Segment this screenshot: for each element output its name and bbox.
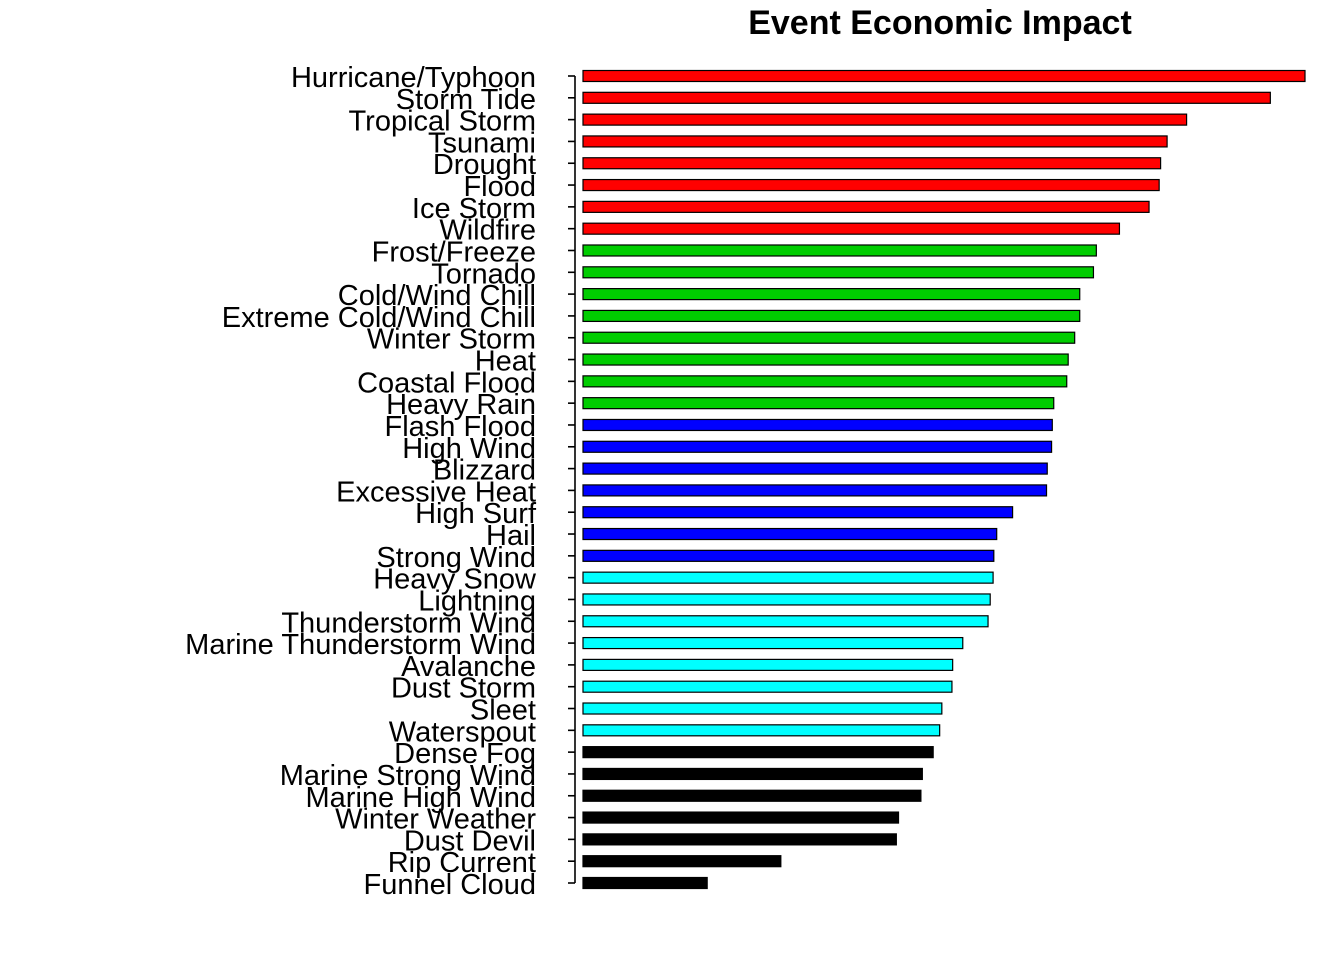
category-label: Avalanche [401, 651, 536, 683]
category-label: Heavy Rain [386, 389, 536, 421]
category-label: Drought [433, 149, 536, 181]
bar [582, 309, 1081, 323]
category-label: High Surf [415, 498, 537, 530]
bar [582, 571, 994, 584]
category-label: Extreme Cold/Wind Chill [222, 302, 536, 334]
bar [582, 200, 1150, 213]
y-axis [568, 75, 576, 884]
chart-title: Event Economic Impact [748, 4, 1132, 42]
category-label: Marine High Wind [306, 782, 536, 814]
bar [582, 636, 964, 650]
category-label: Storm Tide [396, 84, 536, 116]
bar [582, 506, 1014, 519]
bar [582, 724, 941, 737]
category-label: Dense Fog [394, 738, 536, 770]
bar [582, 484, 1048, 497]
category-label: Tropical Storm [349, 106, 536, 138]
bar [582, 462, 1048, 475]
bars [582, 69, 1306, 890]
bar [582, 266, 1095, 279]
bar [582, 833, 897, 846]
bar [582, 593, 991, 606]
bar [582, 353, 1069, 366]
category-label: Heavy Snow [373, 564, 537, 596]
bar [582, 658, 954, 671]
category-label: Funnel Cloud [364, 869, 537, 901]
bar [582, 288, 1081, 301]
category-label: Hurricane/Typhoon [291, 62, 536, 94]
bar [582, 113, 1188, 126]
category-label: Marine Thunderstorm Wind [185, 629, 536, 661]
category-label: Tornado [431, 258, 536, 290]
bar [582, 767, 923, 781]
category-label: Flash Flood [384, 411, 536, 443]
category-label: Frost/Freeze [372, 236, 536, 268]
category-label: Heat [475, 346, 536, 378]
bar [582, 680, 953, 693]
category-label: Flood [463, 171, 536, 203]
category-label: Waterspout [389, 716, 536, 748]
category-label: Sleet [470, 695, 536, 727]
bar [582, 331, 1076, 344]
category-label: High Wind [402, 433, 536, 465]
bar [582, 811, 900, 824]
bar [582, 855, 782, 868]
bar [582, 397, 1055, 410]
category-label: Tsunami [428, 127, 536, 159]
bar [582, 789, 922, 802]
bar [582, 178, 1160, 192]
category-label: Winter Storm [367, 324, 536, 356]
category-label: Hail [486, 520, 536, 552]
category-label: Winter Weather [335, 804, 536, 836]
bar [582, 222, 1121, 235]
category-label: Coastal Flood [357, 367, 536, 399]
category-label: Dust Devil [404, 825, 536, 857]
category-label: Wildfire [439, 215, 536, 247]
bar [582, 746, 934, 759]
bar [582, 375, 1068, 388]
bar [582, 91, 1271, 104]
category-label: Lightning [418, 585, 536, 617]
bar [582, 876, 708, 890]
category-label: Cold/Wind Chill [338, 280, 536, 312]
bar [582, 157, 1162, 170]
category-label: Blizzard [433, 455, 536, 487]
bar [582, 440, 1053, 453]
bar [582, 549, 995, 562]
bar [582, 244, 1097, 257]
category-label: Strong Wind [376, 542, 536, 574]
category-label: Excessive Heat [336, 476, 536, 508]
bar [582, 69, 1306, 83]
category-label: Rip Current [388, 847, 536, 879]
bar [582, 615, 989, 628]
category-label: Dust Storm [391, 673, 536, 705]
category-label: Marine Strong Wind [280, 760, 536, 792]
category-label: Ice Storm [412, 193, 536, 225]
bar [582, 135, 1168, 148]
bar [582, 702, 943, 715]
bar [582, 418, 1053, 432]
category-label: Thunderstorm Wind [281, 607, 536, 639]
bar [582, 527, 998, 541]
